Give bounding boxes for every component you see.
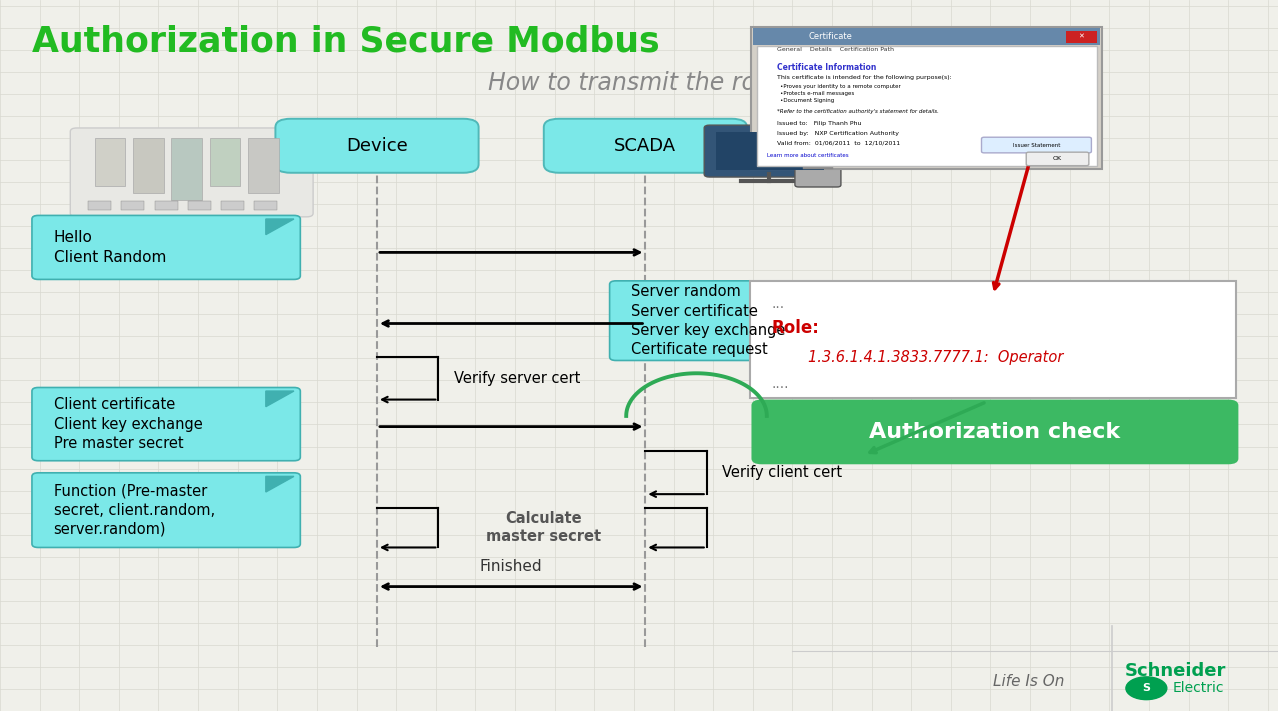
- FancyBboxPatch shape: [32, 473, 300, 547]
- Text: Device: Device: [346, 137, 408, 155]
- FancyBboxPatch shape: [803, 146, 833, 156]
- FancyBboxPatch shape: [1026, 152, 1089, 166]
- FancyBboxPatch shape: [803, 159, 833, 169]
- FancyBboxPatch shape: [750, 281, 1236, 398]
- Text: Certificate Information: Certificate Information: [777, 63, 877, 72]
- Text: Electric: Electric: [1173, 681, 1224, 695]
- Text: •Protects e-mail messages: •Protects e-mail messages: [780, 91, 854, 96]
- Text: ...: ...: [772, 297, 785, 311]
- Text: OK: OK: [1053, 156, 1062, 161]
- Text: Valid from:  01/06/2011  to  12/10/2011: Valid from: 01/06/2011 to 12/10/2011: [777, 141, 900, 146]
- FancyBboxPatch shape: [70, 128, 313, 217]
- FancyBboxPatch shape: [95, 138, 125, 186]
- Text: Function (Pre-master
secret, client.random,
server.random): Function (Pre-master secret, client.rand…: [54, 483, 215, 537]
- Text: Finished: Finished: [479, 559, 543, 574]
- FancyBboxPatch shape: [275, 119, 478, 173]
- FancyBboxPatch shape: [751, 27, 1102, 169]
- Polygon shape: [266, 391, 294, 407]
- FancyBboxPatch shape: [133, 138, 164, 193]
- FancyBboxPatch shape: [795, 129, 841, 187]
- Text: Issued to:   Filip Thanh Phu: Issued to: Filip Thanh Phu: [777, 121, 861, 126]
- FancyBboxPatch shape: [88, 201, 111, 210]
- Text: Client certificate
Client key exchange
Pre master secret: Client certificate Client key exchange P…: [54, 397, 202, 451]
- Text: This certificate is intended for the following purpose(s):: This certificate is intended for the fol…: [777, 75, 952, 80]
- Text: Authorization check: Authorization check: [869, 422, 1121, 442]
- Text: Hello
Client Random: Hello Client Random: [54, 230, 166, 264]
- FancyBboxPatch shape: [716, 132, 824, 170]
- Text: Schneider: Schneider: [1125, 662, 1227, 680]
- Text: Verify server cert: Verify server cert: [454, 370, 580, 386]
- Text: General    Details    Certification Path: General Details Certification Path: [777, 47, 895, 52]
- FancyBboxPatch shape: [753, 28, 1100, 45]
- Text: ....: ....: [772, 377, 790, 391]
- FancyBboxPatch shape: [210, 138, 240, 186]
- Text: •Document Signing: •Document Signing: [780, 98, 833, 103]
- FancyBboxPatch shape: [982, 137, 1091, 153]
- FancyBboxPatch shape: [32, 215, 300, 279]
- Text: Calculate
master secret: Calculate master secret: [486, 510, 601, 545]
- FancyBboxPatch shape: [1066, 31, 1097, 43]
- Text: *Refer to the certification authority's statement for details.: *Refer to the certification authority's …: [777, 109, 939, 114]
- Polygon shape: [840, 284, 868, 300]
- Polygon shape: [266, 219, 294, 235]
- Text: SCADA: SCADA: [615, 137, 676, 155]
- FancyBboxPatch shape: [544, 119, 746, 173]
- Text: ✕: ✕: [1079, 33, 1084, 39]
- FancyBboxPatch shape: [155, 201, 178, 210]
- Text: Learn more about certificates: Learn more about certificates: [767, 153, 849, 158]
- Text: Authorization in Secure Modbus: Authorization in Secure Modbus: [32, 25, 659, 59]
- Circle shape: [1126, 677, 1167, 700]
- Text: Verify client cert: Verify client cert: [722, 465, 842, 481]
- Polygon shape: [266, 476, 294, 492]
- Text: 1.3.6.1.4.1.3833.7777.1:  Operator: 1.3.6.1.4.1.3833.7777.1: Operator: [808, 350, 1063, 365]
- FancyBboxPatch shape: [254, 201, 277, 210]
- FancyBboxPatch shape: [248, 138, 279, 193]
- Text: Issuer Statement: Issuer Statement: [1012, 142, 1061, 148]
- FancyBboxPatch shape: [751, 400, 1238, 464]
- FancyBboxPatch shape: [704, 125, 836, 177]
- Text: Issued by:   NXP Certification Authority: Issued by: NXP Certification Authority: [777, 131, 898, 136]
- FancyBboxPatch shape: [32, 387, 300, 461]
- FancyBboxPatch shape: [610, 281, 874, 360]
- Text: S: S: [1143, 683, 1150, 693]
- FancyBboxPatch shape: [171, 138, 202, 200]
- Text: •Proves your identity to a remote computer: •Proves your identity to a remote comput…: [780, 84, 900, 89]
- Text: Life Is On: Life Is On: [993, 673, 1065, 689]
- FancyBboxPatch shape: [121, 201, 144, 210]
- Text: Role:: Role:: [772, 319, 819, 336]
- FancyBboxPatch shape: [803, 133, 833, 143]
- FancyBboxPatch shape: [188, 201, 211, 210]
- Text: Server random
Server certificate
Server key exchange
Certificate request: Server random Server certificate Server …: [631, 284, 786, 357]
- Text: How to transmit the role?: How to transmit the role?: [488, 71, 790, 95]
- Text: Certificate: Certificate: [809, 32, 852, 41]
- FancyBboxPatch shape: [221, 201, 244, 210]
- FancyBboxPatch shape: [757, 46, 1097, 166]
